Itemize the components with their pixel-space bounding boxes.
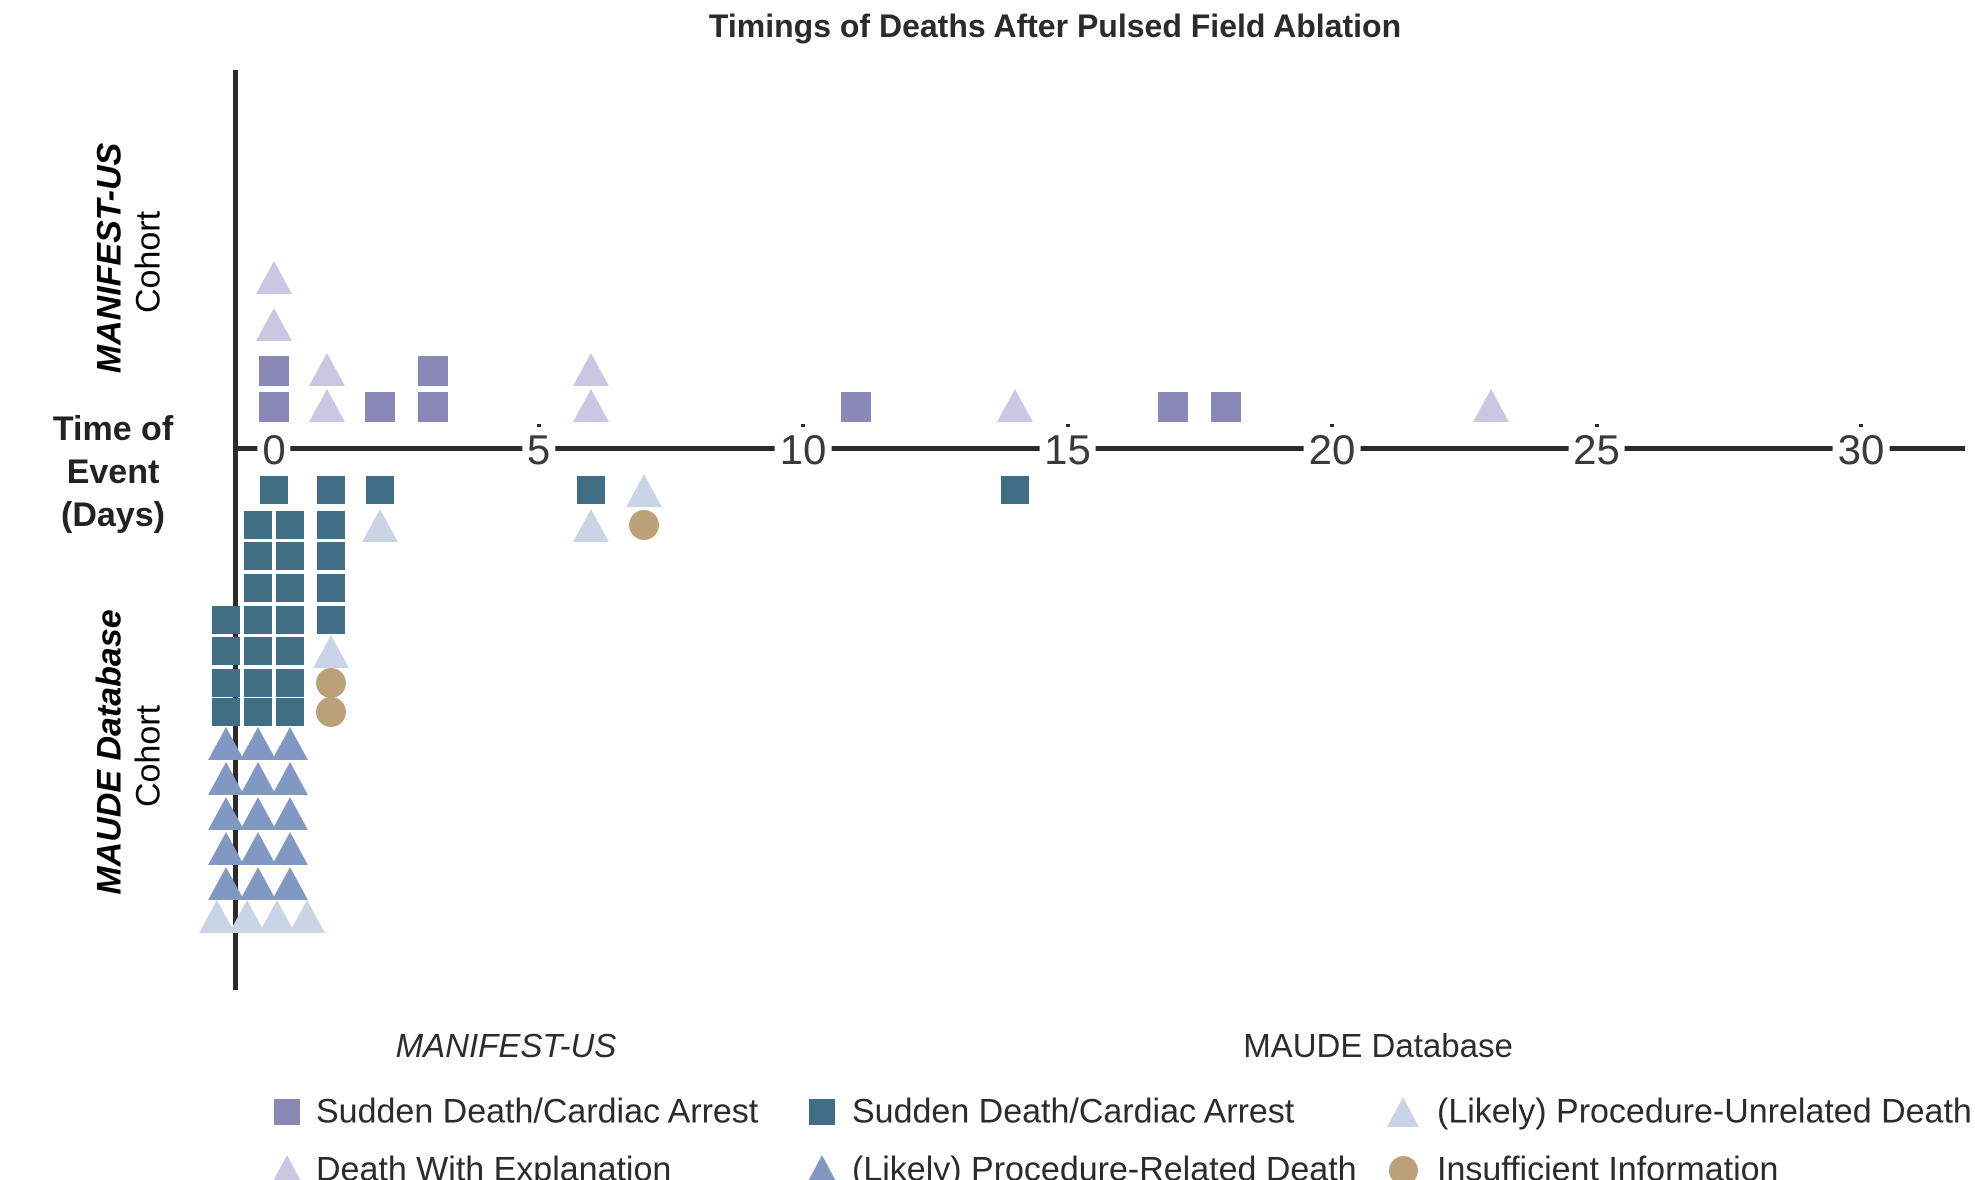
marker-manifest-sudden-death-square bbox=[840, 392, 871, 422]
tick-label-0: 0 bbox=[257, 427, 291, 473]
tick-label-20: 20 bbox=[1303, 427, 1361, 473]
legend-manifest-sudden-death-square-icon bbox=[274, 1099, 300, 1125]
marker-maude-procedure-unrelated-triangle bbox=[361, 509, 398, 542]
marker-maude-insufficient-information-circle bbox=[315, 697, 346, 727]
legend-group-title-manifest-us: MANIFEST-US bbox=[395, 1027, 617, 1064]
marker-maude-sudden-death-square bbox=[244, 606, 272, 634]
x-axis-title: Time of Event (Days) bbox=[8, 408, 218, 537]
marker-maude-sudden-death-square bbox=[316, 476, 345, 504]
marker-maude-sudden-death-square bbox=[316, 511, 345, 539]
marker-manifest-sudden-death-square bbox=[1158, 392, 1189, 422]
marker-manifest-death-with-explanation-triangle bbox=[256, 261, 292, 294]
marker-manifest-death-with-explanation-triangle bbox=[1472, 389, 1509, 422]
marker-manifest-death-with-explanation-triangle bbox=[996, 389, 1033, 422]
marker-manifest-sudden-death-square bbox=[259, 392, 289, 422]
marker-manifest-sudden-death-square bbox=[364, 392, 395, 422]
marker-manifest-death-with-explanation-triangle bbox=[308, 353, 345, 386]
marker-maude-sudden-death-square bbox=[316, 574, 345, 602]
marker-maude-sudden-death-square bbox=[244, 542, 272, 570]
legend-maude-sudden-death-square-icon bbox=[809, 1099, 835, 1125]
x-axis-line bbox=[233, 446, 1965, 451]
marker-maude-sudden-death-square bbox=[276, 669, 304, 697]
chart-title: Timings of Deaths After Pulsed Field Abl… bbox=[708, 8, 1402, 44]
legend-label-maude-insufficient-information-circle: Insufficient Information bbox=[1437, 1150, 1779, 1180]
marker-maude-sudden-death-square bbox=[212, 669, 240, 697]
marker-maude-procedure-related-triangle bbox=[240, 867, 276, 900]
y-axis-line bbox=[233, 70, 238, 990]
marker-maude-procedure-related-triangle bbox=[240, 832, 276, 865]
marker-manifest-sudden-death-square bbox=[1211, 392, 1242, 422]
marker-maude-sudden-death-square bbox=[244, 574, 272, 602]
marker-maude-procedure-unrelated-triangle bbox=[573, 509, 610, 542]
legend-label-manifest-sudden-death-square: Sudden Death/Cardiac Arrest bbox=[316, 1092, 759, 1131]
legend-label-maude-sudden-death-square: Sudden Death/Cardiac Arrest bbox=[852, 1092, 1295, 1131]
marker-maude-sudden-death-square bbox=[212, 606, 240, 634]
maude-cohort-sublabel: Cohort bbox=[129, 704, 168, 808]
tick-label-15: 15 bbox=[1039, 427, 1096, 473]
marker-maude-sudden-death-square bbox=[316, 542, 345, 570]
legend-label-maude-procedure-related-triangle: (Likely) Procedure-Related Death bbox=[852, 1150, 1357, 1180]
manifest-cohort-label: MANIFEST-US bbox=[90, 142, 129, 374]
marker-maude-procedure-related-triangle bbox=[208, 797, 244, 830]
legend-label-maude-procedure-unrelated-triangle: (Likely) Procedure-Unrelated Death bbox=[1437, 1092, 1972, 1131]
marker-maude-procedure-related-triangle bbox=[272, 867, 308, 900]
marker-maude-procedure-related-triangle bbox=[240, 727, 276, 760]
legend-maude-procedure-unrelated-triangle-icon bbox=[1387, 1097, 1419, 1127]
tick-label-5: 5 bbox=[521, 427, 556, 473]
marker-maude-procedure-related-triangle bbox=[208, 727, 244, 760]
marker-manifest-sudden-death-square bbox=[259, 356, 289, 386]
legend-manifest-death-with-explanation-triangle-icon bbox=[271, 1155, 303, 1180]
marker-maude-sudden-death-square bbox=[244, 669, 272, 697]
marker-maude-procedure-related-triangle bbox=[208, 867, 244, 900]
marker-maude-procedure-related-triangle bbox=[272, 832, 308, 865]
x-axis-title-line1: Time of Event bbox=[52, 410, 174, 491]
marker-maude-insufficient-information-circle bbox=[629, 510, 660, 540]
marker-maude-insufficient-information-circle bbox=[315, 668, 346, 698]
legend-maude-insufficient-information-circle-icon bbox=[1388, 1156, 1418, 1180]
tick-label-30: 30 bbox=[1832, 427, 1890, 473]
marker-maude-procedure-related-triangle bbox=[240, 797, 276, 830]
marker-maude-sudden-death-square bbox=[244, 637, 272, 665]
marker-maude-procedure-unrelated-triangle bbox=[312, 635, 349, 668]
marker-maude-sudden-death-square bbox=[212, 698, 240, 726]
marker-manifest-death-with-explanation-triangle bbox=[308, 389, 345, 422]
marker-manifest-sudden-death-square bbox=[417, 356, 448, 386]
marker-maude-sudden-death-square bbox=[577, 476, 606, 504]
manifest-cohort-sublabel: Cohort bbox=[129, 210, 168, 314]
marker-manifest-death-with-explanation-triangle bbox=[573, 389, 610, 422]
marker-maude-procedure-related-triangle bbox=[272, 797, 308, 830]
marker-maude-sudden-death-square bbox=[316, 606, 345, 634]
marker-maude-procedure-related-triangle bbox=[272, 727, 308, 760]
marker-manifest-death-with-explanation-triangle bbox=[256, 308, 292, 341]
marker-maude-sudden-death-square bbox=[365, 476, 394, 504]
tick-label-10: 10 bbox=[774, 427, 832, 473]
legend-group-title-maude-database: MAUDE Database bbox=[1243, 1027, 1513, 1064]
marker-maude-sudden-death-square bbox=[212, 637, 240, 665]
marker-maude-procedure-related-triangle bbox=[272, 762, 308, 795]
marker-maude-procedure-related-triangle bbox=[240, 762, 276, 795]
maude-cohort-label: MAUDE Database bbox=[90, 609, 129, 895]
marker-maude-sudden-death-square bbox=[1000, 476, 1029, 504]
marker-manifest-sudden-death-square bbox=[417, 392, 448, 422]
marker-maude-sudden-death-square bbox=[276, 698, 304, 726]
marker-maude-procedure-unrelated-triangle bbox=[289, 900, 325, 933]
marker-maude-sudden-death-square bbox=[276, 637, 304, 665]
marker-maude-sudden-death-square bbox=[276, 542, 304, 570]
marker-maude-procedure-related-triangle bbox=[208, 832, 244, 865]
legend-maude-procedure-related-triangle-icon bbox=[806, 1155, 838, 1180]
marker-maude-sudden-death-square bbox=[276, 606, 304, 634]
marker-maude-procedure-unrelated-triangle bbox=[626, 474, 663, 507]
marker-manifest-death-with-explanation-triangle bbox=[573, 353, 610, 386]
marker-maude-sudden-death-square bbox=[276, 574, 304, 602]
marker-maude-sudden-death-square bbox=[260, 476, 288, 504]
x-axis-title-line2: (Days) bbox=[61, 496, 165, 534]
marker-maude-sudden-death-square bbox=[276, 511, 304, 539]
marker-maude-procedure-related-triangle bbox=[208, 762, 244, 795]
tick-label-25: 25 bbox=[1568, 427, 1625, 473]
marker-maude-sudden-death-square bbox=[244, 698, 272, 726]
marker-maude-sudden-death-square bbox=[244, 511, 272, 539]
legend-label-manifest-death-with-explanation-triangle: Death With Explanation bbox=[316, 1150, 672, 1180]
